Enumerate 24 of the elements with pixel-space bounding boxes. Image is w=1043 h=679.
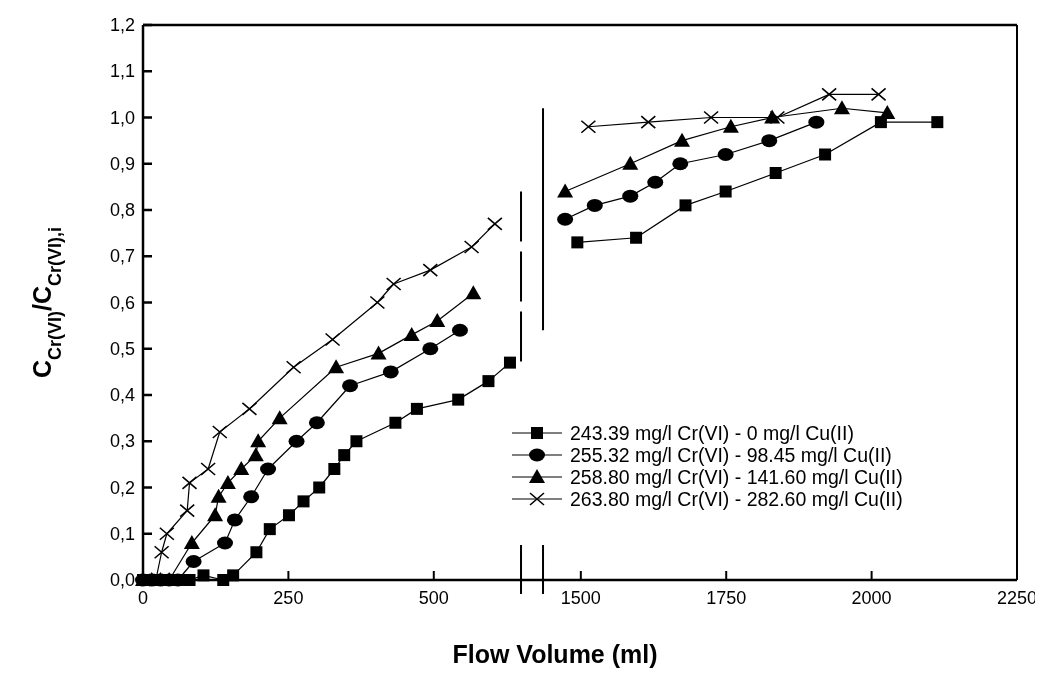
x-tick-label: 1750 — [706, 588, 747, 608]
y-tick-label: 0,6 — [109, 292, 135, 313]
y-tick-label: 0,0 — [109, 570, 135, 590]
x-axis-title: Flow Volume (ml) — [452, 640, 658, 668]
y-tick-label: 1,2 — [109, 15, 135, 35]
x-tick-label: 1500 — [560, 588, 601, 608]
y-tick-label: 0,3 — [109, 431, 135, 452]
y-tick-label: 1,0 — [109, 107, 135, 128]
y-tick-label: 0,7 — [109, 246, 135, 267]
y-tick-label: 0,8 — [109, 200, 135, 220]
y-tick-label: 0,1 — [109, 523, 135, 544]
legend-label: 258.80 mg/l Cr(VI) - 141.60 mg/l Cu(II) — [570, 466, 903, 488]
legend-label: 243.39 mg/l Cr(VI) - 0 mg/l Cu(II) — [570, 422, 854, 444]
legend-label: 263.80 mg/l Cr(VI) - 282.60 mg/l Cu(II) — [570, 488, 903, 510]
y-tick-label: 1,1 — [109, 61, 135, 82]
y-tick-label: 0,4 — [109, 385, 135, 405]
y-tick-label: 0,9 — [109, 153, 135, 174]
x-tick-label: 500 — [418, 588, 449, 608]
y-tick-label: 0,2 — [109, 477, 135, 498]
x-tick-label: 2000 — [851, 588, 892, 608]
legend-label: 255.32 mg/l Cr(VI) - 98.45 mg/l Cu(II) — [570, 444, 892, 466]
y-tick-label: 0,5 — [109, 338, 135, 359]
x-tick-label: 250 — [273, 588, 304, 608]
x-tick-label: 0 — [137, 588, 149, 608]
